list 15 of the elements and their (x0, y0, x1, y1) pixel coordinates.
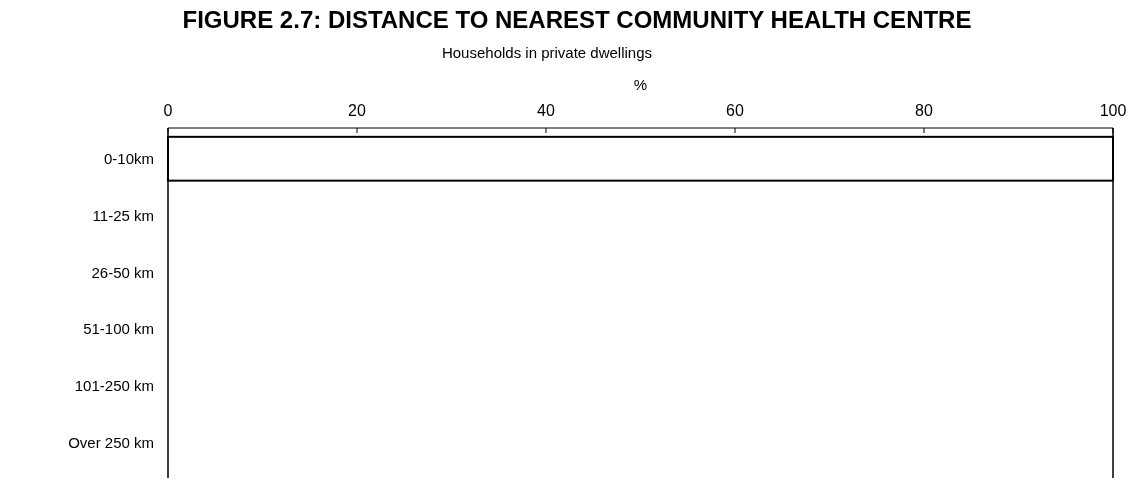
chart-subtitle: Households in private dwellings (441, 44, 653, 61)
x-tick-label: 0 (163, 102, 173, 119)
y-tick-label: 51-100 km (83, 320, 154, 338)
x-tick-label: 40 (537, 102, 555, 119)
chart-title: FIGURE 2.7: DISTANCE TO NEAREST COMMUNITY HEALTH CENTRE (182, 6, 972, 33)
x-tick-label: 100 (1099, 102, 1127, 119)
y-tick-label: Over 250 km (68, 434, 154, 452)
y-tick-label: 11-25 km (92, 206, 154, 224)
x-tick-label: 60 (726, 102, 744, 119)
x-tick-label: 80 (915, 102, 933, 119)
x-tick-label: 20 (348, 102, 366, 119)
y-tick-label: 101-250 km (74, 377, 154, 395)
y-tick-label: 0-10km (103, 149, 154, 167)
x-axis-title: % (633, 76, 648, 93)
y-tick-label: 26-50 km (91, 263, 154, 281)
